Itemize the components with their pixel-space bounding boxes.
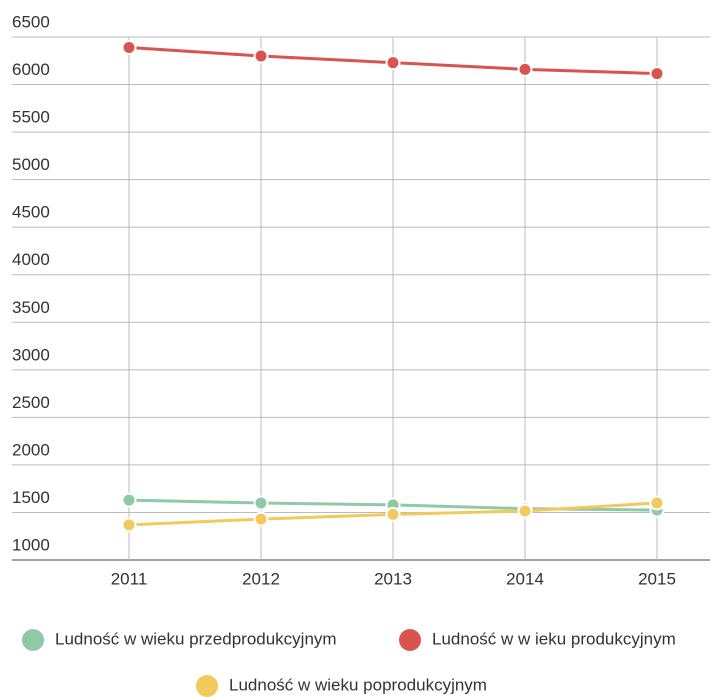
y-tick-label: 2500: [12, 393, 50, 412]
y-tick-label: 5500: [12, 108, 50, 127]
y-tick-label: 1000: [12, 535, 50, 554]
y-tick-label: 1500: [12, 488, 50, 507]
data-point: [517, 61, 533, 77]
legend-swatch: [196, 675, 218, 697]
x-tick-label: 2011: [111, 569, 148, 588]
y-tick-label: 6000: [12, 60, 50, 79]
data-point: [517, 503, 533, 519]
y-tick-label: 3500: [12, 298, 50, 317]
data-point: [385, 55, 401, 71]
data-point: [121, 39, 137, 55]
y-tick-label: 4500: [12, 203, 50, 222]
legend-label: Ludność w w ieku produkcyjnym: [432, 629, 676, 648]
data-point: [253, 48, 269, 64]
x-tick-label: 2014: [506, 569, 544, 588]
data-point: [385, 506, 401, 522]
x-tick-label: 2013: [374, 569, 412, 588]
legend-label: Ludność w wieku przedprodukcyjnym: [55, 629, 337, 648]
x-tick-label: 2012: [242, 569, 280, 588]
x-tick-label: 2015: [638, 569, 676, 588]
data-point: [649, 495, 665, 511]
data-point: [253, 495, 269, 511]
data-point: [121, 492, 137, 508]
y-tick-label: 4000: [12, 250, 50, 269]
y-tick-label: 2000: [12, 440, 50, 459]
y-tick-label: 6500: [12, 12, 50, 31]
legend-swatch: [22, 629, 44, 651]
data-point: [253, 511, 269, 527]
legend-swatch: [399, 629, 421, 651]
legend-label: Ludność w wieku poprodukcyjnym: [229, 675, 487, 694]
y-tick-label: 5000: [12, 155, 50, 174]
y-tick-label: 3000: [12, 345, 50, 364]
data-point: [649, 66, 665, 82]
data-point: [121, 517, 137, 533]
